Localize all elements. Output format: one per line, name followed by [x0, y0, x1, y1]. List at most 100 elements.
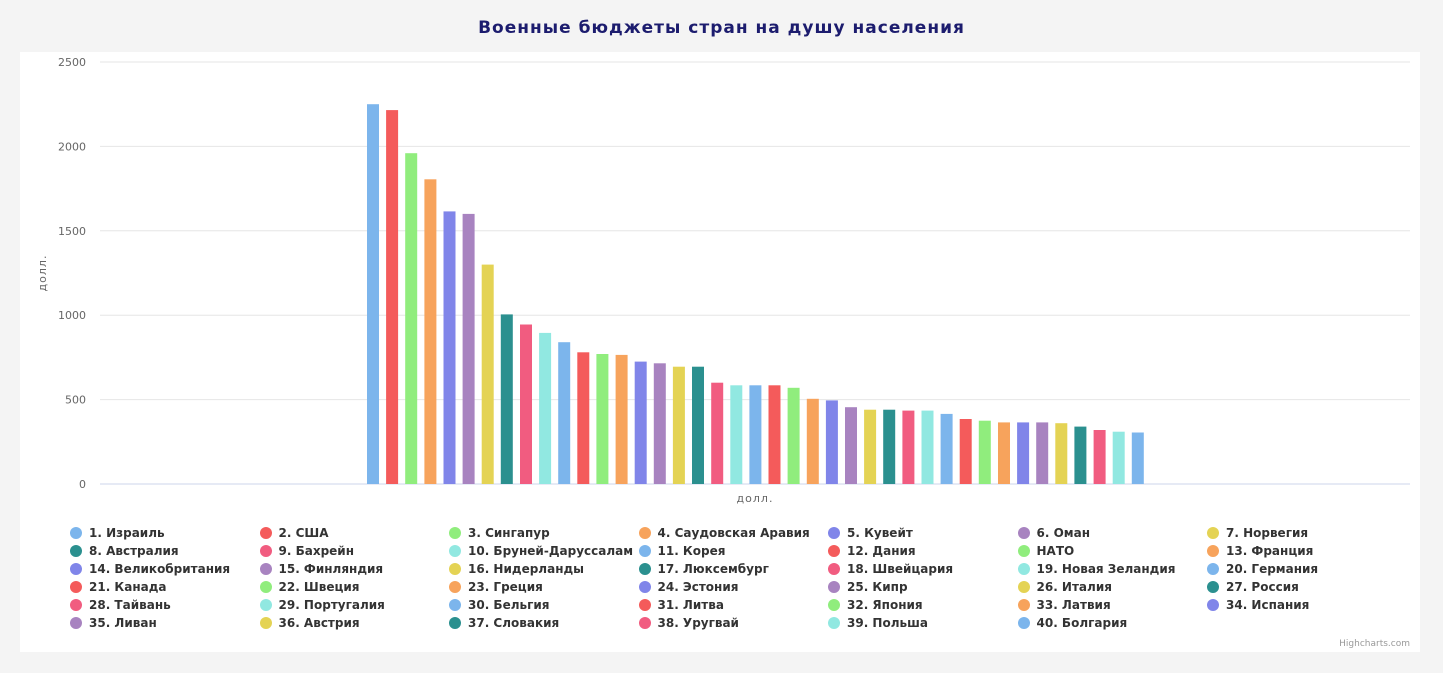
- bar[interactable]: [520, 324, 532, 485]
- legend-item[interactable]: 10. Бруней-Даруссалам: [449, 542, 639, 560]
- legend-item[interactable]: 6. Оман: [1017, 524, 1208, 542]
- bar[interactable]: [500, 314, 513, 484]
- bar[interactable]: [959, 419, 972, 484]
- bar[interactable]: [1112, 431, 1125, 484]
- legend-label: 8. Австралия: [89, 544, 179, 558]
- y-tick-label: 0: [79, 478, 86, 491]
- bar[interactable]: [405, 153, 418, 484]
- legend-item[interactable]: 39. Польша: [828, 614, 1018, 632]
- bar[interactable]: [978, 420, 991, 484]
- legend-label: 34. Испания: [1226, 598, 1310, 612]
- bar[interactable]: [749, 385, 762, 484]
- bar[interactable]: [902, 410, 915, 484]
- bar[interactable]: [615, 354, 628, 484]
- legend-item[interactable]: 40. Болгария: [1017, 614, 1208, 632]
- legend-item[interactable]: 15. Финляндия: [259, 560, 450, 578]
- legend-item[interactable]: 18. Швейцария: [828, 560, 1018, 578]
- legend-item[interactable]: 19. Новая Зеландия: [1017, 560, 1208, 578]
- legend-item[interactable]: 11. Корея: [638, 542, 829, 560]
- legend-item[interactable]: 4. Саудовская Аравия: [638, 524, 829, 542]
- legend-item[interactable]: 33. Латвия: [1017, 596, 1208, 614]
- legend-label: 24. Эстония: [657, 580, 739, 594]
- bar[interactable]: [864, 409, 877, 484]
- legend-item[interactable]: 34. Испания: [1207, 596, 1397, 614]
- legend-marker: [1207, 599, 1219, 611]
- legend-item[interactable]: 7. Норвегия: [1207, 524, 1397, 542]
- bar[interactable]: [653, 363, 666, 484]
- bar[interactable]: [921, 410, 934, 484]
- bar[interactable]: [481, 264, 494, 484]
- bar[interactable]: [730, 385, 743, 484]
- y-tick-label: 1000: [58, 309, 86, 322]
- bar[interactable]: [386, 110, 399, 484]
- legend-item[interactable]: 16. Нидерланды: [449, 560, 639, 578]
- legend-item[interactable]: 36. Австрия: [259, 614, 450, 632]
- bar[interactable]: [577, 352, 590, 484]
- legend-item[interactable]: 1. Израиль: [70, 524, 260, 542]
- legend-item[interactable]: 9. Бахрейн: [259, 542, 450, 560]
- bar[interactable]: [1131, 432, 1144, 485]
- legend-label: 32. Япония: [847, 598, 923, 612]
- legend-item[interactable]: 12. Дания: [828, 542, 1018, 560]
- legend-item[interactable]: 21. Канада: [70, 578, 260, 596]
- bar[interactable]: [825, 400, 838, 484]
- legend-item[interactable]: 25. Кипр: [828, 578, 1018, 596]
- legend-label: 5. Кувейт: [847, 526, 913, 540]
- legend-item[interactable]: 29. Португалия: [259, 596, 450, 614]
- legend-marker: [259, 617, 272, 629]
- legend-item[interactable]: 30. Бельгия: [449, 596, 639, 614]
- legend-marker: [259, 563, 272, 575]
- legend-marker: [449, 599, 461, 611]
- legend-item[interactable]: 5. Кувейт: [828, 524, 1018, 542]
- legend-marker: [1207, 527, 1219, 539]
- bar[interactable]: [1017, 422, 1030, 484]
- legend-item[interactable]: 2. США: [259, 524, 450, 542]
- bar[interactable]: [998, 422, 1010, 484]
- legend-item[interactable]: 38. Уругвай: [638, 614, 829, 632]
- legend-label: 35. Ливан: [89, 616, 157, 630]
- bar[interactable]: [845, 407, 857, 484]
- bar[interactable]: [1074, 426, 1087, 484]
- bar[interactable]: [1093, 430, 1106, 484]
- legend-item[interactable]: 35. Ливан: [70, 614, 260, 632]
- legend-item[interactable]: 22. Швеция: [259, 578, 450, 596]
- bar[interactable]: [692, 366, 704, 484]
- legend-label: 25. Кипр: [847, 580, 908, 594]
- bar[interactable]: [672, 366, 685, 484]
- legend-item[interactable]: 13. Франция: [1207, 542, 1397, 560]
- legend-item[interactable]: 23. Греция: [449, 578, 639, 596]
- bar[interactable]: [883, 409, 896, 484]
- legend-item[interactable]: 32. Япония: [828, 596, 1018, 614]
- bar[interactable]: [1036, 422, 1049, 484]
- bar[interactable]: [462, 213, 475, 484]
- bar[interactable]: [711, 382, 724, 484]
- legend-item[interactable]: 31. Литва: [638, 596, 829, 614]
- bar[interactable]: [424, 179, 437, 485]
- bar[interactable]: [787, 387, 800, 484]
- bar[interactable]: [367, 104, 379, 484]
- bar[interactable]: [1055, 423, 1068, 484]
- legend-item[interactable]: 3. Сингапур: [449, 524, 639, 542]
- legend-item[interactable]: 8. Австралия: [70, 542, 260, 560]
- legend-item[interactable]: 14. Великобритания: [70, 560, 260, 578]
- bar[interactable]: [596, 354, 609, 484]
- legend-item[interactable]: 17. Люксембург: [638, 560, 829, 578]
- bar[interactable]: [634, 361, 647, 484]
- credits-link[interactable]: Highcharts.com: [1339, 639, 1410, 649]
- bar[interactable]: [940, 413, 953, 484]
- legend-item[interactable]: 26. Италия: [1017, 578, 1208, 596]
- bar[interactable]: [558, 342, 571, 484]
- legend-label: 38. Уругвай: [657, 616, 739, 630]
- legend-item[interactable]: 27. Россия: [1207, 578, 1397, 596]
- legend-item[interactable]: 20. Германия: [1207, 560, 1397, 578]
- bar[interactable]: [806, 398, 819, 484]
- legend-item[interactable]: НАТО: [1017, 542, 1208, 560]
- legend-item[interactable]: 28. Тайвань: [70, 596, 260, 614]
- legend-item[interactable]: 37. Словакия: [449, 614, 639, 632]
- bar[interactable]: [768, 385, 781, 484]
- bar[interactable]: [539, 332, 552, 484]
- legend-label: 15. Финляндия: [278, 562, 384, 576]
- y-tick-label: 2500: [58, 56, 86, 69]
- legend-item[interactable]: 24. Эстония: [638, 578, 829, 596]
- bar[interactable]: [443, 211, 456, 484]
